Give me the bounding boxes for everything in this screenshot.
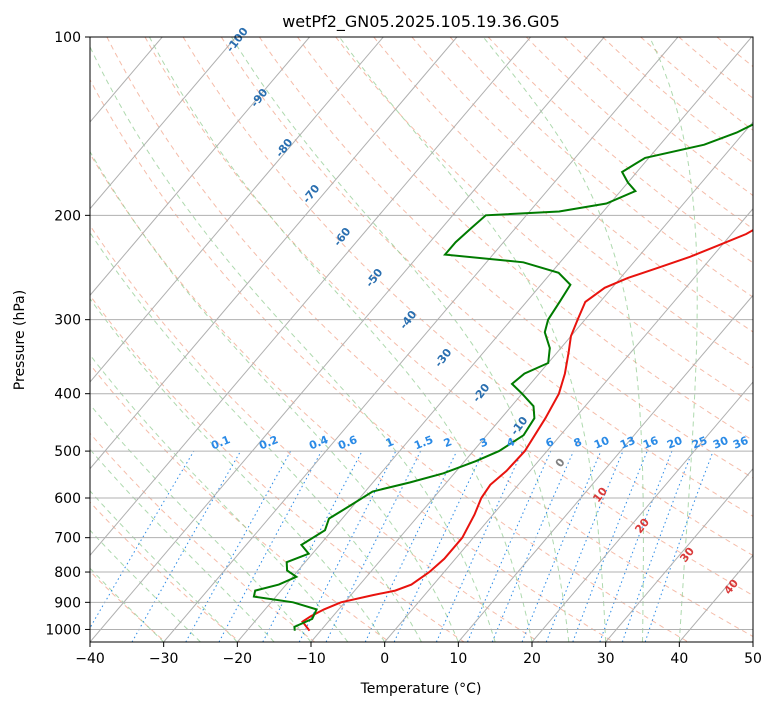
x-tick-label: 0	[380, 651, 389, 667]
y-tick-label: 300	[54, 313, 81, 329]
isotherm-gridline	[90, 37, 458, 470]
y-axis-label: Pressure (hPa)	[12, 290, 28, 390]
dry-adiabat	[90, 78, 689, 642]
mixing-ratio-line	[364, 450, 458, 642]
y-tick-label: 500	[54, 444, 81, 460]
isotherm-gridline	[90, 37, 605, 642]
mixing-ratio-label: 1	[384, 435, 396, 450]
x-tick-label: 10	[449, 651, 467, 667]
dry-adiabat	[90, 570, 166, 642]
isotherm-gridline	[384, 207, 753, 642]
mixing-ratio-line	[572, 450, 648, 642]
y-tick-label: 1000	[45, 622, 81, 638]
isotherm-gridline	[531, 381, 753, 642]
isotherm-gridline	[90, 37, 237, 210]
mixing-ratio-label: 8	[572, 435, 584, 450]
chart-title: wetPf2_GN05.2025.105.19.36.G05	[282, 12, 560, 32]
moist-adiabat	[649, 37, 698, 642]
moist-adiabat	[90, 448, 275, 642]
y-tick-label: 600	[54, 491, 81, 507]
x-tick-label: −40	[75, 651, 105, 667]
dry-adiabat	[335, 37, 753, 405]
x-tick-label: 40	[670, 651, 688, 667]
dry-adiabat	[373, 37, 753, 369]
mixing-ratio-label: 20	[665, 434, 684, 452]
x-tick-label: 20	[523, 651, 541, 667]
mixing-ratio-label: 3	[478, 435, 490, 450]
plot-frame	[89, 36, 754, 643]
isobar-grid	[90, 37, 753, 630]
dry-adiabat	[90, 294, 465, 642]
x-tick-label: 50	[744, 651, 762, 667]
dry-adiabats	[90, 37, 753, 642]
y-tick-label: 200	[54, 208, 81, 224]
moist-adiabat	[90, 231, 422, 642]
dry-adiabat	[411, 37, 753, 333]
x-axis-label: Temperature (°C)	[360, 681, 482, 697]
isotherm-gridline	[457, 294, 753, 642]
moist-adiabat	[148, 37, 533, 642]
x-axis: −40 −30 −20 −10 0 10 20 30 40 50	[75, 642, 762, 667]
mixing-ratio-line	[218, 450, 322, 642]
mixing-ratio-label: 25	[690, 434, 709, 452]
dry-adiabat	[90, 363, 390, 642]
mixing-ratio-line	[393, 450, 484, 642]
mixing-ratio-line	[90, 450, 195, 629]
mixing-ratio-line	[325, 450, 422, 642]
dry-adiabat	[144, 37, 753, 597]
dry-adiabat	[220, 37, 753, 517]
mixing-ratio-label: 2	[442, 435, 454, 450]
isotherm-gridline	[90, 37, 384, 383]
x-tick-label: −10	[296, 651, 326, 667]
sounding-series	[252, 123, 753, 632]
dry-adiabat	[90, 432, 316, 642]
y-tick-label: 700	[54, 531, 81, 547]
isotherm-gridline	[605, 467, 753, 642]
moist-adiabat	[90, 354, 349, 642]
mixing-ratio-label: 10	[592, 434, 611, 452]
moist-adiabat	[90, 150, 459, 642]
skewed-isotherm-grid	[90, 37, 753, 642]
y-axis: 100 200 300 400 500 600 700 800 900 1000	[45, 30, 90, 638]
isotherm-gridline	[163, 37, 679, 642]
dry-adiabat	[182, 37, 753, 557]
isotherm-gridline	[236, 37, 752, 642]
x-tick-label: −20	[223, 651, 253, 667]
dry-adiabat	[449, 37, 753, 298]
isotherm-gridline	[90, 37, 531, 557]
moist-adiabat	[231, 37, 570, 642]
mixing-ratio-line	[545, 450, 624, 642]
isotherm-gridline	[310, 121, 753, 642]
y-tick-label: 900	[54, 595, 81, 611]
isotherm-gridline	[90, 37, 310, 297]
dewpoint-profile	[252, 123, 753, 631]
x-tick-label: −30	[149, 651, 179, 667]
moist-adiabat	[90, 45, 496, 642]
mixing-ratio-label: 16	[641, 434, 660, 452]
mixing-ratio-label: 13	[618, 434, 637, 452]
dry-adiabat	[90, 152, 614, 642]
mixing-ratio-line	[131, 450, 242, 642]
mixing-ratio-label: 36	[731, 434, 750, 452]
mixing-ratio-label: 30	[711, 434, 730, 452]
y-tick-label: 800	[54, 565, 81, 581]
plot-area	[90, 37, 753, 642]
temperature-profile	[301, 228, 753, 632]
mixing-ratio-lines	[90, 450, 714, 642]
y-tick-label: 100	[54, 30, 81, 46]
dry-adiabat	[90, 501, 241, 642]
dry-adiabat	[90, 224, 540, 642]
moist-adiabat	[338, 37, 607, 642]
x-tick-label: 30	[597, 651, 615, 667]
y-tick-label: 400	[54, 387, 81, 403]
